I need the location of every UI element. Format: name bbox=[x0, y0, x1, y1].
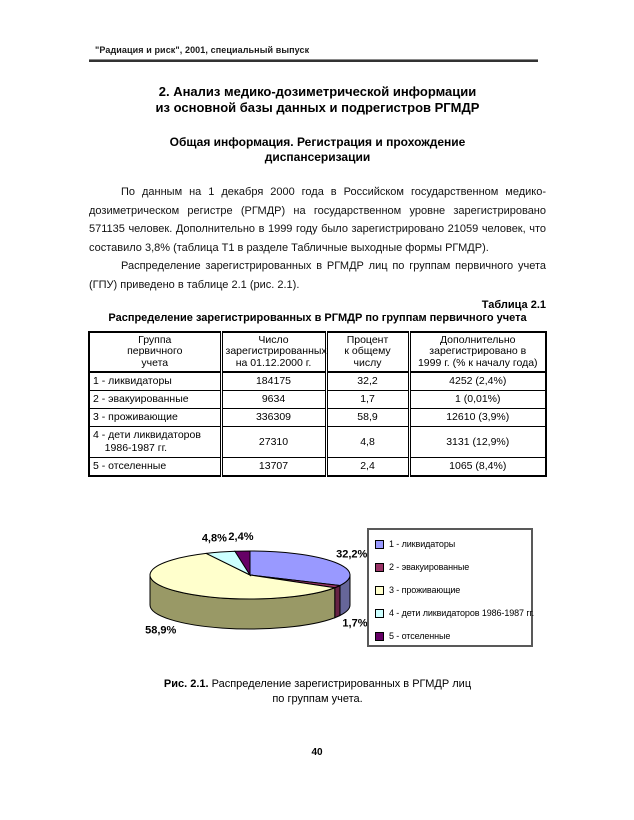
subsection-title: Общая информация. Регистрация и прохожде… bbox=[169, 135, 466, 164]
legend-item-1: 1 - ликвидаторы bbox=[375, 537, 531, 551]
table-cell: 2,4 bbox=[324, 457, 410, 477]
table-cell: 12610 (3,9%) bbox=[407, 408, 547, 428]
paragraph-1: По данным на 1 декабря 2000 года в Росси… bbox=[89, 186, 546, 254]
table-cell: 13707 bbox=[219, 457, 327, 477]
pie-value-label: 1,7% bbox=[342, 617, 367, 629]
table-cell: 3131 (12,9%) bbox=[407, 426, 547, 459]
legend-swatch bbox=[375, 539, 384, 549]
legend-swatch bbox=[375, 562, 384, 572]
table-cell: 9634 bbox=[219, 390, 327, 410]
legend-item-4: 4 - дети ликвидаторов 1986-1987 гг. bbox=[375, 606, 535, 620]
table-cell: 2 - эвакуированные bbox=[88, 390, 222, 410]
table-body: 1 - ликвидаторы 184175 32,2 4252 (2,4%) 2 - … bbox=[88, 371, 547, 477]
legend-label: 5 - отселенные bbox=[389, 631, 451, 642]
page-number: 40 bbox=[311, 747, 323, 758]
table-cell: 1,7 bbox=[324, 390, 410, 410]
table-row-5: 5 - отселенные 13707 2,4 1065 (8,4%) bbox=[88, 457, 547, 477]
table-cell: 4,8 bbox=[324, 426, 410, 459]
figure-caption-label: Рис. 2.1. bbox=[163, 678, 209, 691]
table-row-4: 4 - дети ликвидаторов 1986-1987 гг. 27310… bbox=[88, 426, 547, 459]
legend-item-5: 5 - отселенные bbox=[375, 629, 531, 643]
table-label: Таблица 2.1 bbox=[481, 298, 546, 311]
table-cell: 58,9 bbox=[324, 408, 410, 428]
legend-label: 1 - ликвидаторы bbox=[389, 539, 456, 550]
header-cell-3: Процент к общему числу bbox=[324, 331, 410, 374]
header-cell-1: Группа первичного учета bbox=[88, 331, 222, 374]
pie-slice-1 bbox=[249, 550, 351, 587]
legend-label: 2 - эвакуированные bbox=[389, 562, 470, 573]
header-rule bbox=[89, 59, 538, 62]
legend-swatch bbox=[375, 585, 384, 595]
pie-value-label: 2,4% bbox=[228, 531, 253, 543]
legend-swatch bbox=[375, 608, 384, 618]
pie-value-label: 4,8% bbox=[202, 533, 227, 545]
paragraph-2: Распределение зарегистрированных в РГМДР… bbox=[89, 260, 546, 291]
chart-legend: 1 - ликвидаторы 2 - эвакуированные 3 - про… bbox=[367, 528, 535, 648]
pie-slice-3 bbox=[149, 552, 337, 600]
table-cell: 336309 bbox=[219, 408, 327, 428]
table-cell: 1 - ликвидаторы bbox=[88, 371, 222, 392]
table-cell: 3 - проживающие bbox=[88, 408, 222, 428]
table-cell: 27310 bbox=[219, 426, 327, 459]
table-header-row: Группа первичного учета Число зарегистрир… bbox=[88, 331, 547, 374]
figure-caption-line2: по группам учета. bbox=[272, 693, 363, 706]
running-head: "Радиация и риск", 2001, специальный вып… bbox=[95, 45, 310, 55]
legend-label: 4 - дети ликвидаторов 1986-1987 гг. bbox=[389, 608, 535, 619]
legend-label: 3 - проживающие bbox=[389, 585, 461, 596]
table-cell: 1065 (8,4%) bbox=[407, 457, 547, 477]
table-cell: 1 (0,01%) bbox=[407, 390, 547, 410]
table-header: Группа первичного учета Число зарегистрир… bbox=[88, 331, 547, 374]
table-row-3: 3 - проживающие 336309 58,9 12610 (3,9%) bbox=[88, 408, 547, 428]
figure-caption-line1: Распределение зарегистрированных в РГМДР… bbox=[211, 678, 472, 691]
body-paragraphs: По данным на 1 декабря 2000 года в Росси… bbox=[89, 183, 546, 295]
legend-item-3: 3 - проживающие bbox=[375, 583, 531, 597]
legend-swatch bbox=[375, 631, 384, 641]
section-title: 2. Анализ медико-дозиметрической информа… bbox=[155, 84, 480, 115]
header-cell-4: Дополнительно зарегистрировано в 1999 г.… bbox=[407, 331, 547, 374]
pie-value-label: 32,2% bbox=[336, 549, 367, 561]
table-title: Распределение зарегистрированных в РГМДР… bbox=[108, 311, 527, 324]
header-cell-2: Число зарегистрированных на 01.12.2000 г… bbox=[219, 331, 327, 374]
table-cell: 184175 bbox=[219, 371, 327, 392]
pie-chart-figure: 32,2% 1,7% 58,9% 4,8% 2,4% 1 - ликвидаторы 2 … bbox=[89, 518, 546, 660]
table-row-2: 2 - эвакуированные 9634 1,7 1 (0,01%) bbox=[88, 390, 547, 410]
legend-item-2: 2 - эвакуированные bbox=[375, 560, 531, 574]
pie-slice-side-2 bbox=[334, 584, 341, 619]
table-cell: 5 - отселенные bbox=[88, 457, 222, 477]
pie-slice-5 bbox=[234, 550, 251, 577]
figure-caption: Рис. 2.1. Распределение зарегистрированн… bbox=[89, 677, 546, 707]
pie-value-label: 58,9% bbox=[145, 624, 176, 636]
pie-chart: 32,2% 1,7% 58,9% 4,8% 2,4% bbox=[145, 531, 368, 636]
table-cell: 32,2 bbox=[324, 371, 410, 392]
table-row-1: 1 - ликвидаторы 184175 32,2 4252 (2,4%) bbox=[88, 371, 547, 392]
registration-table: Группа первичного учета Число зарегистрир… bbox=[88, 330, 547, 478]
table-cell: 4 - дети ликвидаторов 1986-1987 гг. bbox=[88, 426, 222, 459]
table-cell: 4252 (2,4%) bbox=[407, 371, 547, 392]
